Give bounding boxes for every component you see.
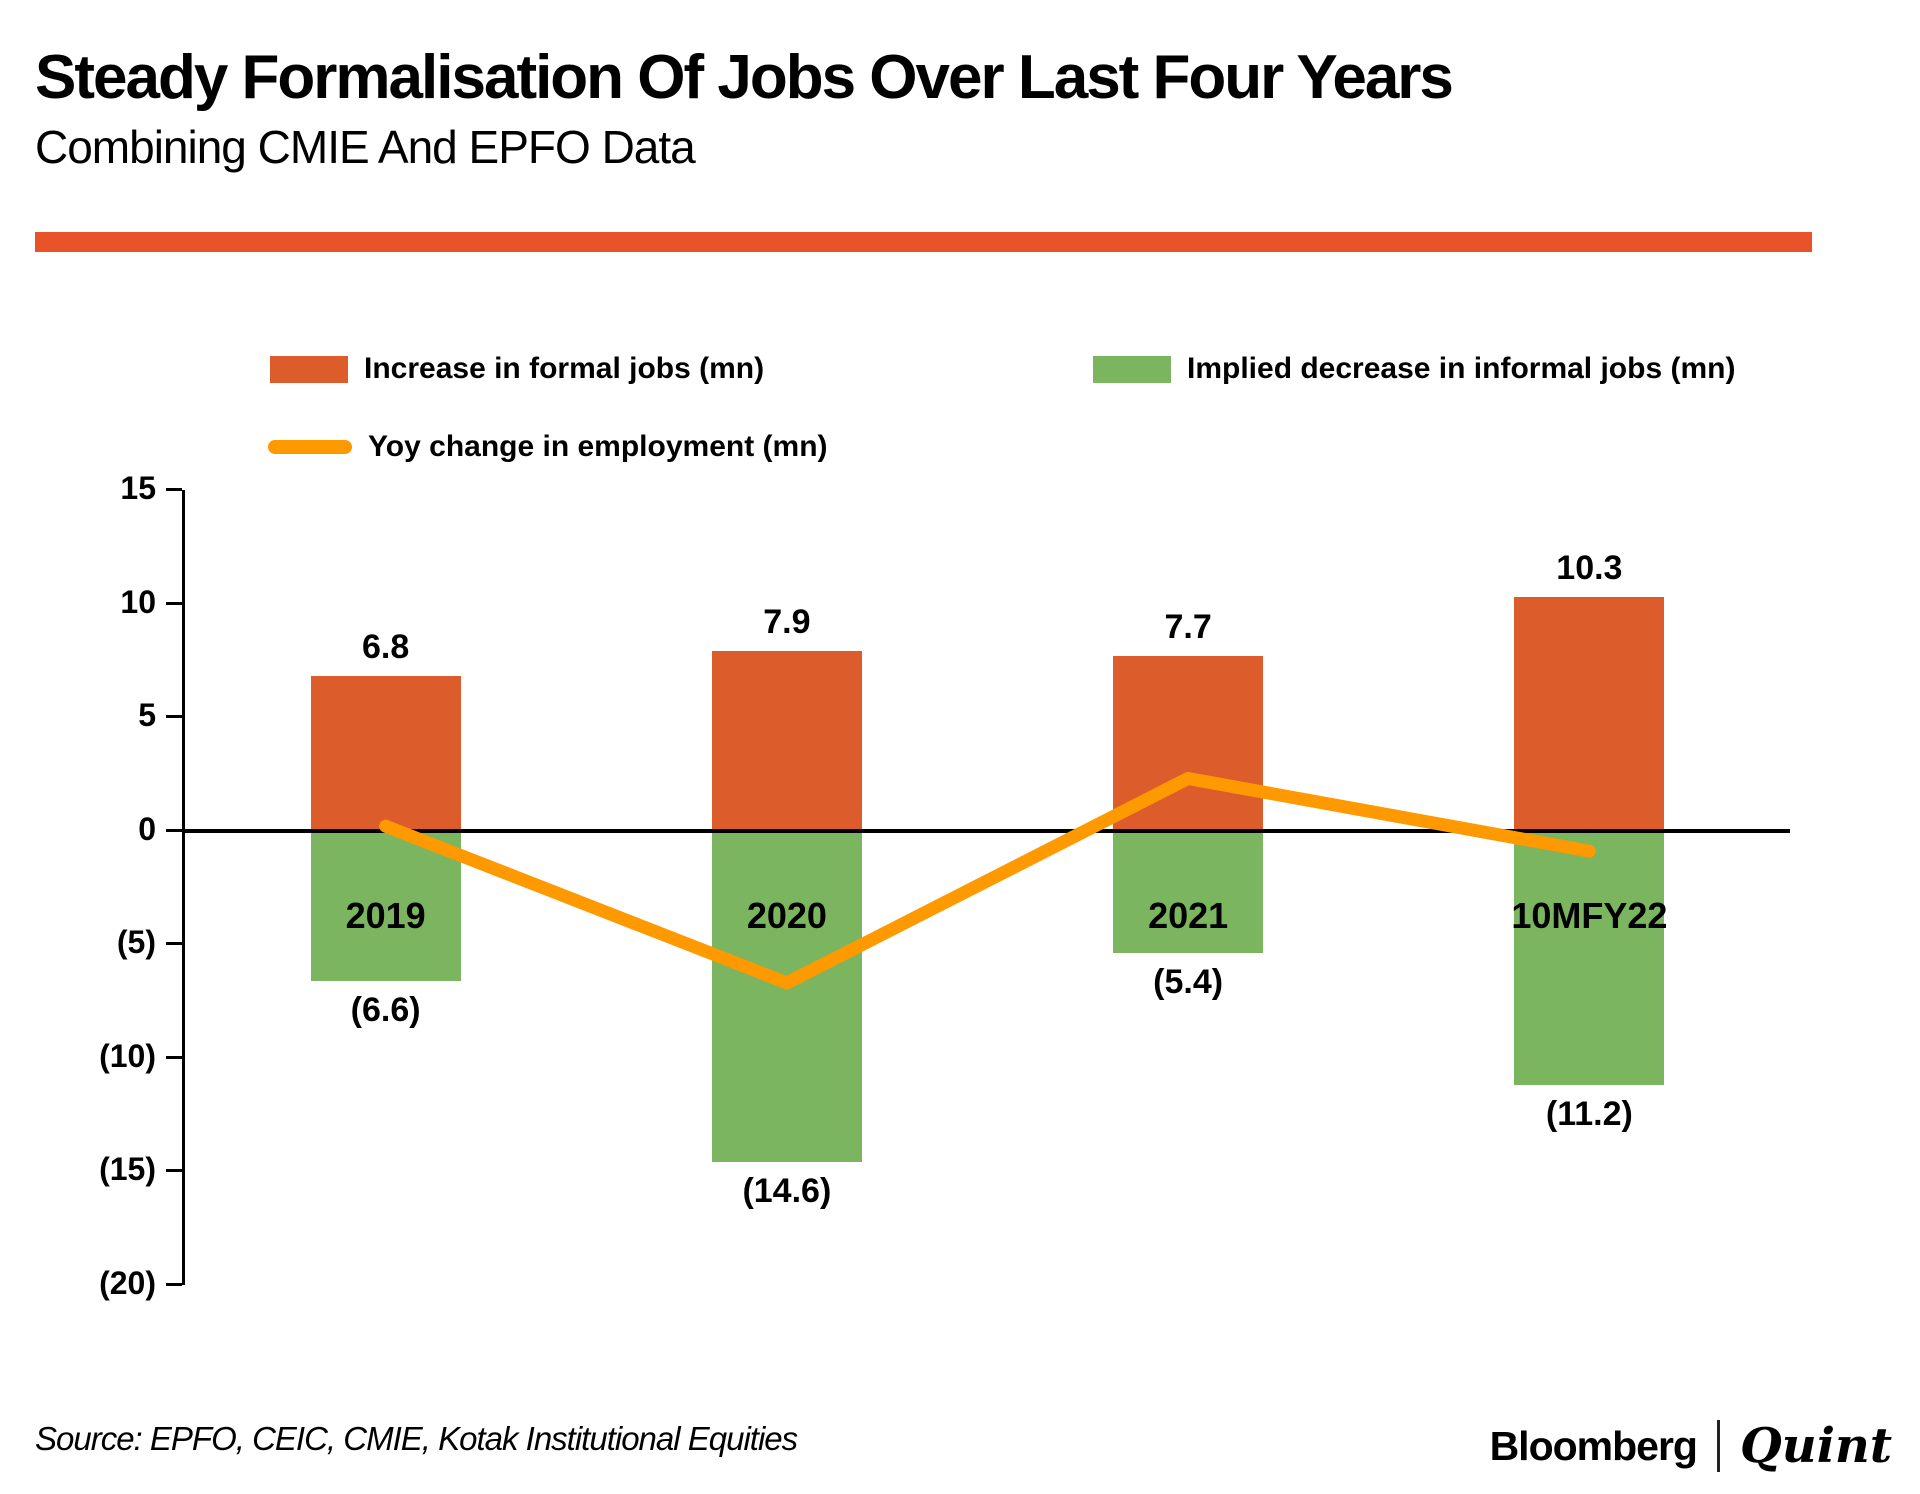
bar-informal-10MFY22 xyxy=(1514,830,1665,1086)
brand-separator xyxy=(1716,1420,1720,1472)
legend-label: Implied decrease in informal jobs (mn) xyxy=(1187,352,1736,385)
bar-value-formal: 7.9 xyxy=(763,603,811,642)
category-label-2019: 2019 xyxy=(345,894,426,936)
y-axis-tick-label: (10) xyxy=(99,1037,156,1074)
legend-item-informal-jobs: Implied decrease in informal jobs (mn) xyxy=(1093,352,1735,386)
brand-lockup: Bloomberg Quint xyxy=(1490,1418,1892,1474)
y-axis-tick xyxy=(166,488,182,491)
yoy-line-path xyxy=(379,771,1596,990)
y-axis-tick xyxy=(166,828,182,832)
legend-label: Yoy change in employment (mn) xyxy=(368,430,828,463)
y-axis-tick xyxy=(166,1283,182,1286)
bar-value-informal: (11.2) xyxy=(1545,1095,1633,1134)
legend-item-yoy-change: Yoy change in employment (mn) xyxy=(268,430,828,464)
bar-formal-2020 xyxy=(711,651,862,831)
y-axis-tick-label: (5) xyxy=(116,924,156,961)
bar-value-informal: (5.4) xyxy=(1153,963,1224,1002)
bar-value-informal: (6.6) xyxy=(350,990,421,1029)
y-axis-tick-label: (15) xyxy=(99,1151,156,1188)
category-label-2021: 2021 xyxy=(1148,894,1229,936)
orange-divider-rule xyxy=(35,232,1812,252)
category-label-10MFY22: 10MFY22 xyxy=(1511,894,1668,936)
page-subtitle: Combining CMIE And EPFO Data xyxy=(35,121,696,173)
y-axis-tick-label: (20) xyxy=(99,1265,156,1301)
page-title: Steady Formalisation Of Jobs Over Last F… xyxy=(35,43,1454,112)
bar-value-formal: 10.3 xyxy=(1556,548,1623,587)
bar-value-informal: (14.6) xyxy=(742,1172,832,1211)
legend-label: Increase in formal jobs (mn) xyxy=(364,352,765,385)
y-axis-tick xyxy=(166,1169,182,1173)
yoy-line-swatch-icon xyxy=(268,440,352,454)
y-axis-tick-label: 5 xyxy=(138,697,156,734)
bar-formal-2021 xyxy=(1113,655,1264,831)
source-note: Source: EPFO, CEIC, CMIE, Kotak Institut… xyxy=(35,1420,798,1457)
category-label-2020: 2020 xyxy=(746,894,827,936)
x-axis-zero-line xyxy=(182,828,1790,833)
y-axis-tick-label: 15 xyxy=(120,470,156,506)
y-axis-tick-label: 0 xyxy=(138,810,156,847)
legend-item-formal-jobs: Increase in formal jobs (mn) xyxy=(270,352,764,386)
y-axis-tick xyxy=(166,715,182,719)
y-axis-tick xyxy=(166,1055,182,1059)
y-axis-tick xyxy=(166,601,182,605)
bar-formal-2019 xyxy=(310,676,461,831)
bar-informal-2020 xyxy=(711,830,862,1163)
bar-value-formal: 6.8 xyxy=(361,628,410,667)
formal-jobs-swatch-icon xyxy=(270,355,348,383)
y-axis-tick xyxy=(166,942,182,946)
bar-formal-10MFY22 xyxy=(1514,596,1665,831)
quint-logo: Quint xyxy=(1739,1418,1892,1474)
bar-value-formal: 7.7 xyxy=(1164,607,1212,646)
y-axis-tick-label: 10 xyxy=(120,583,156,620)
informal-jobs-swatch-icon xyxy=(1093,355,1171,383)
y-axis-line xyxy=(182,490,185,1285)
bloomberg-logo: Bloomberg xyxy=(1489,1422,1698,1469)
